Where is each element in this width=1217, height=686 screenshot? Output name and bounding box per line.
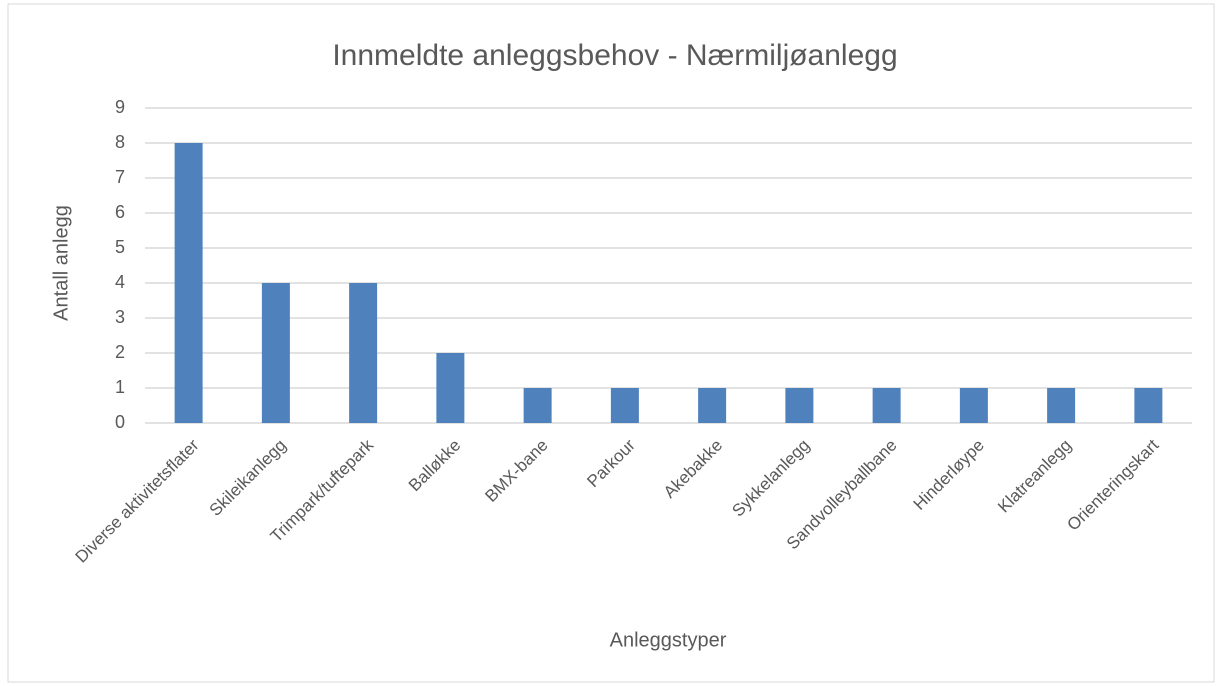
y-tick-label: 1 bbox=[115, 377, 125, 397]
chart-title: Innmeldte anleggsbehov - Nærmiljøanlegg bbox=[332, 39, 897, 72]
x-axis-title: Anleggstyper bbox=[610, 629, 727, 651]
bar bbox=[1047, 388, 1076, 423]
y-tick-label: 3 bbox=[115, 307, 125, 327]
y-axis-title: Antall anlegg bbox=[50, 205, 72, 321]
bar bbox=[174, 143, 203, 423]
bar bbox=[436, 353, 465, 423]
bar bbox=[523, 388, 552, 423]
bar bbox=[610, 388, 639, 423]
y-tick-label: 9 bbox=[115, 97, 125, 117]
bar bbox=[872, 388, 901, 423]
y-tick-label: 6 bbox=[115, 202, 125, 222]
y-tick-label: 7 bbox=[115, 167, 125, 187]
bar bbox=[785, 388, 814, 423]
bar bbox=[698, 388, 727, 423]
y-tick-label: 0 bbox=[115, 412, 125, 432]
bar bbox=[261, 283, 290, 423]
y-tick-label: 8 bbox=[115, 132, 125, 152]
bar bbox=[959, 388, 988, 423]
chart-frame bbox=[7, 3, 1215, 683]
y-tick-label: 5 bbox=[115, 237, 125, 257]
bar bbox=[349, 283, 378, 423]
y-tick-label: 2 bbox=[115, 342, 125, 362]
bar bbox=[1134, 388, 1163, 423]
y-tick-label: 4 bbox=[115, 272, 125, 292]
